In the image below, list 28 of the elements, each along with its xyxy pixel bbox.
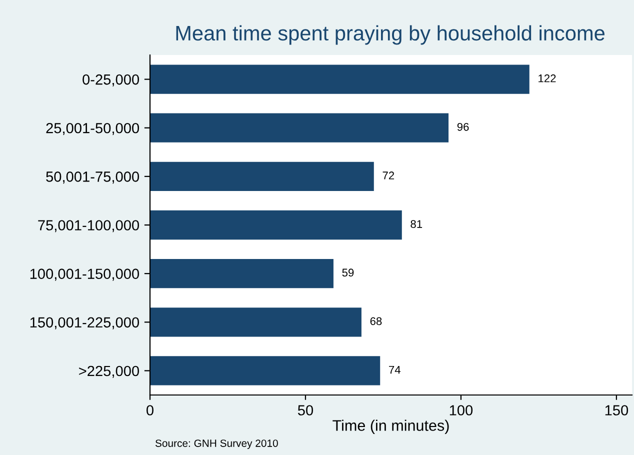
data-label: 59 [342, 268, 354, 277]
bar [150, 259, 334, 288]
data-label: 74 [389, 366, 400, 374]
x-tick-label: 150 [605, 405, 628, 416]
x-tick-label: 100 [450, 405, 473, 416]
bar [150, 162, 374, 191]
bar [150, 356, 380, 386]
bar [150, 113, 449, 142]
bar [150, 210, 402, 240]
bar [150, 308, 362, 337]
data-label: 68 [370, 317, 382, 326]
bar [150, 64, 530, 94]
chart-title: Mean time spent praying by household income [176, 25, 604, 45]
y-tick-label: 0-25,000 [82, 74, 140, 86]
y-tick-label: 150,001-225,000 [30, 317, 140, 330]
y-tick-label: 25,001-50,000 [46, 122, 140, 136]
x-tick-label: 50 [298, 405, 314, 416]
data-label: 96 [457, 122, 469, 131]
y-tick-label: 75,001-100,000 [38, 220, 140, 232]
data-label: 72 [382, 172, 394, 180]
y-tick-label: >225,000 [79, 366, 140, 378]
y-tick-label: 100,001-150,000 [30, 268, 140, 281]
y-tick-label: 50,001-75,000 [46, 172, 140, 184]
x-tick-label: 0 [146, 405, 154, 416]
x-axis-title: Time (in minutes) [332, 420, 449, 434]
data-label: 122 [538, 74, 556, 82]
data-label: 81 [410, 220, 422, 228]
source-note: Source: GNH Survey 2010 [155, 440, 278, 449]
